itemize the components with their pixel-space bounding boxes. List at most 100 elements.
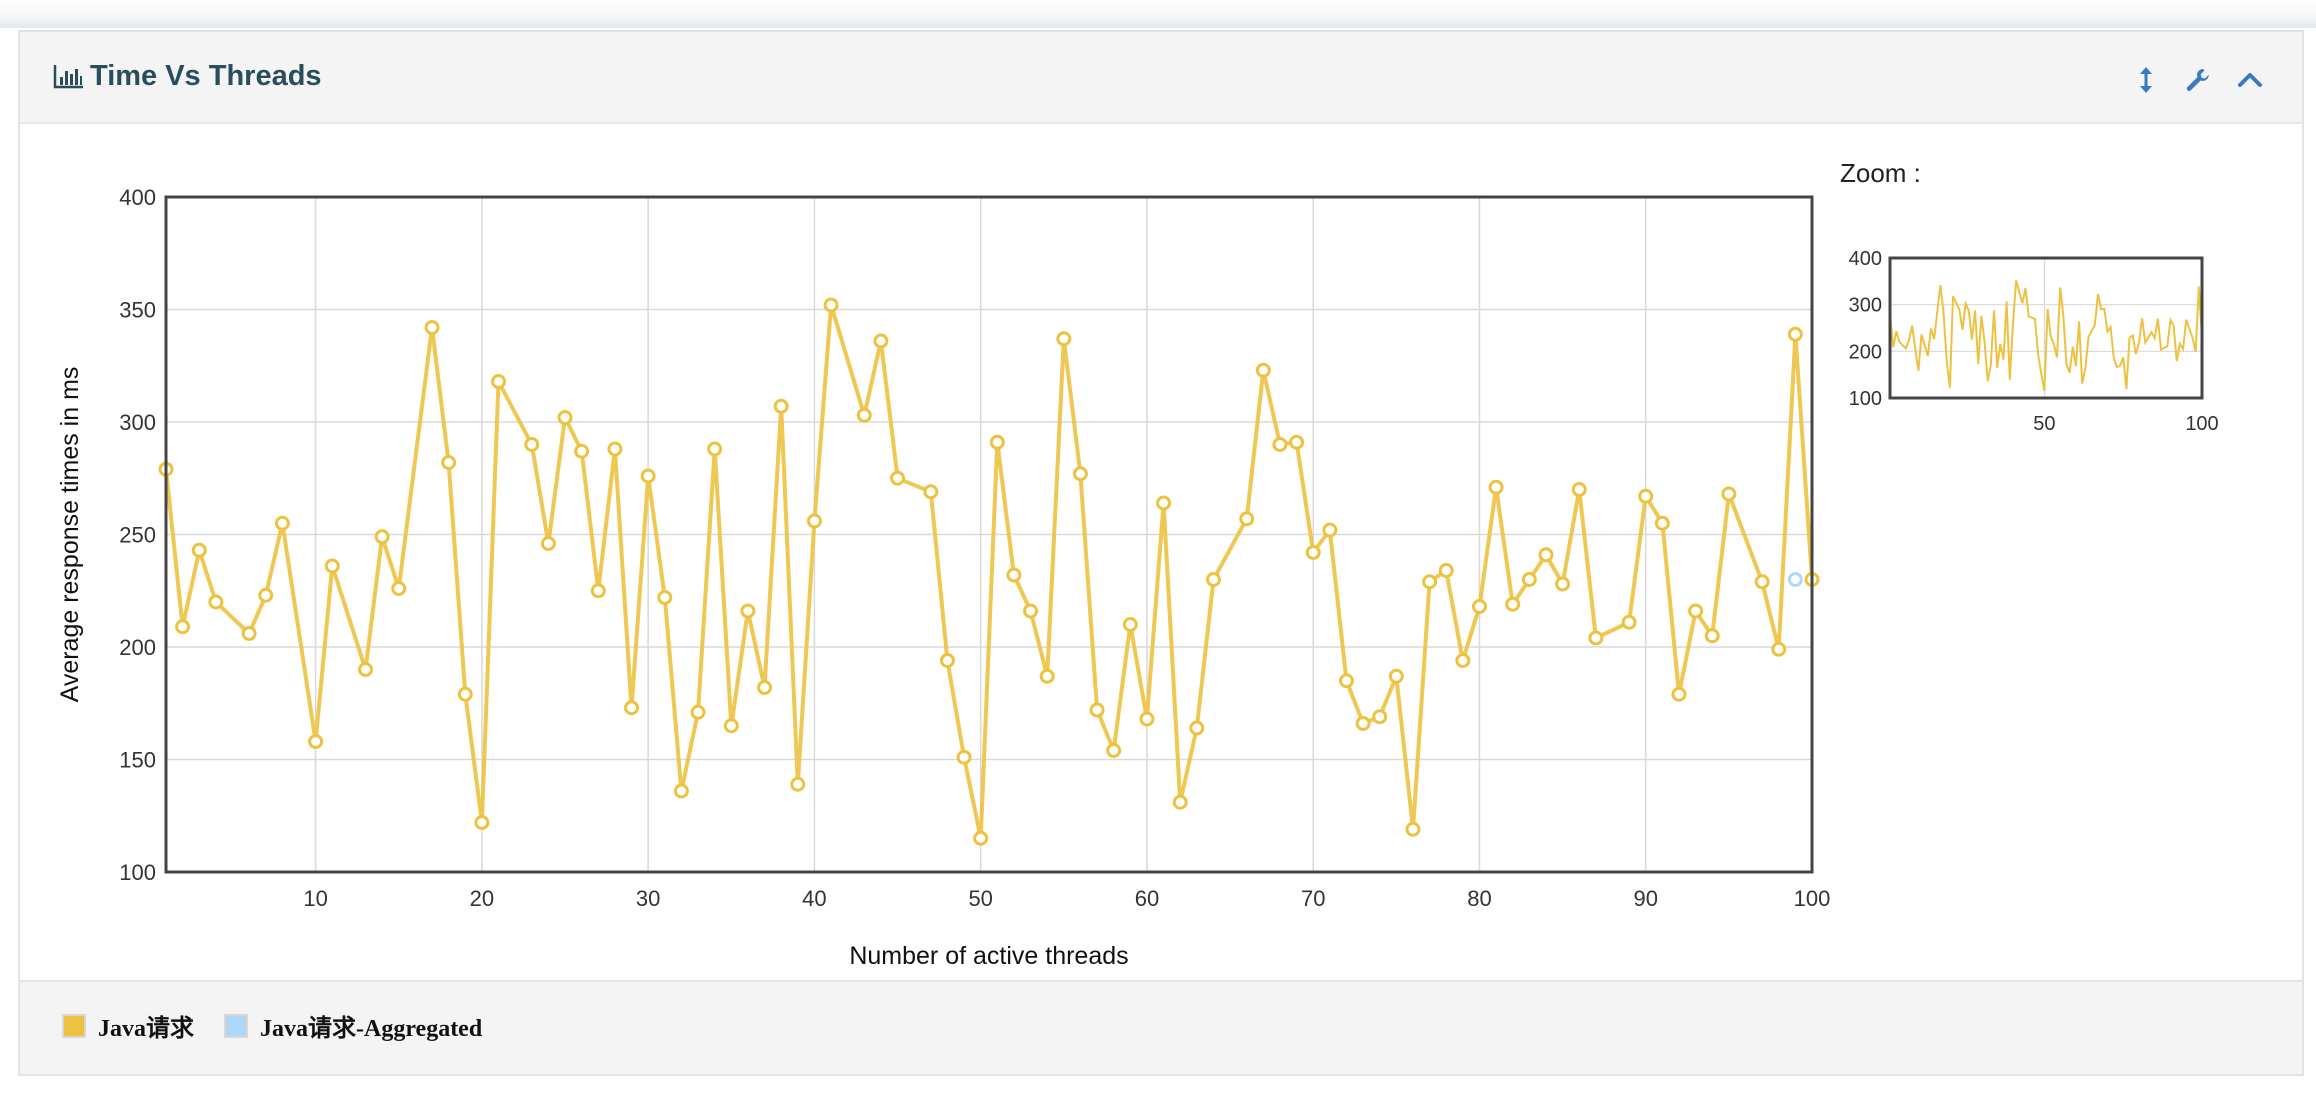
zoom-series-line (1889, 280, 2203, 392)
plot-frame (164, 195, 1814, 874)
data-point (1754, 574, 1770, 590)
data-point (208, 594, 224, 610)
data-point (856, 407, 872, 423)
collapse-button[interactable] (2232, 62, 2268, 98)
data-point (274, 515, 290, 531)
data-point (989, 434, 1005, 450)
time-vs-threads-chart[interactable]: 10 20 30 40 50 60 70 80 90 100 100 150 200 250 300 350 4… (20, 124, 2302, 1014)
x-tick-label: 90 (1633, 886, 1657, 911)
data-point (557, 410, 573, 425)
panel-title: Time Vs Threads (90, 59, 322, 92)
data-point (1239, 511, 1255, 527)
data-point (175, 619, 191, 635)
data-point (640, 468, 656, 484)
panel-footer: Java请求 Java请求-Aggregated (20, 980, 2302, 1074)
data-point (1471, 599, 1487, 614)
zoom-label: Zoom : (1840, 158, 1921, 188)
data-point (890, 470, 906, 486)
data-point (1338, 673, 1354, 689)
chevron-up-icon (2238, 73, 2262, 87)
x-tick-label: 80 (1467, 886, 1491, 911)
data-point (524, 437, 540, 452)
data-point (308, 734, 324, 749)
data-point (806, 513, 822, 529)
wrench-icon (2186, 69, 2209, 91)
data-point (1621, 614, 1637, 630)
legend-swatch (224, 1013, 248, 1038)
data-point (391, 581, 407, 596)
y-axis-label: Average response times in ms (56, 367, 84, 703)
data-point (457, 686, 473, 702)
data-point (1671, 686, 1687, 702)
data-point (823, 297, 839, 313)
data-point (424, 320, 440, 335)
data-point (1571, 482, 1587, 497)
y-tick-label: 350 (119, 298, 156, 323)
data-point (491, 374, 507, 389)
legend-item-java-request[interactable]: Java请求 (62, 1008, 194, 1043)
series-java-request (158, 297, 1820, 846)
data-point (441, 455, 457, 470)
data-point (1654, 515, 1670, 531)
data-point (324, 558, 340, 574)
data-point (1372, 709, 1388, 725)
data-point (1172, 794, 1188, 810)
data-point (1704, 628, 1720, 644)
data-point (1721, 486, 1737, 502)
data-point (773, 398, 789, 414)
y-tick-label: 100 (119, 860, 156, 885)
data-point (1521, 572, 1537, 587)
data-point (1488, 479, 1504, 495)
y-tick-label: 150 (119, 748, 156, 773)
data-point (1023, 603, 1039, 619)
data-point (1072, 466, 1088, 482)
y-tick-label: 400 (119, 185, 156, 210)
x-tick-label: 30 (636, 886, 660, 911)
chart-panel: Time Vs Threads 10 20 30 40 50 60 70 80 90 100 100… (18, 30, 2304, 1076)
data-point (1455, 653, 1471, 668)
data-point (574, 443, 590, 459)
data-point (1006, 567, 1022, 583)
data-point (873, 333, 889, 349)
settings-button[interactable] (2180, 62, 2216, 98)
data-point (1156, 495, 1172, 511)
data-point (1405, 821, 1421, 837)
zoom-y-tick-label: 200 (1849, 341, 1882, 363)
bar-chart-icon (53, 65, 83, 89)
data-point (973, 830, 989, 846)
data-point (1771, 641, 1787, 657)
data-point (1205, 572, 1221, 587)
series-java-request-aggregated (1787, 572, 1803, 587)
zoom-frame (1888, 256, 2204, 400)
data-point (939, 653, 955, 668)
data-point (1255, 362, 1271, 378)
zoom-x-tick-label: 50 (2033, 413, 2055, 435)
x-tick-label: 60 (1135, 886, 1159, 911)
data-point (1139, 711, 1155, 727)
data-point (1588, 630, 1604, 646)
data-point (657, 590, 673, 605)
panel-header: Time Vs Threads (20, 32, 2302, 124)
zoom-y-tick-label: 100 (1849, 388, 1882, 410)
legend-item-java-request-aggregated[interactable]: Java请求-Aggregated (224, 1008, 482, 1043)
data-point (1122, 617, 1138, 632)
data-point (1787, 326, 1803, 342)
data-point (1039, 668, 1055, 684)
data-point (723, 718, 739, 734)
legend-label: Java请求 (98, 1016, 194, 1042)
data-point (1089, 702, 1105, 718)
data-point (1388, 668, 1404, 684)
x-tick-label: 70 (1301, 886, 1325, 911)
resize-button[interactable] (2128, 62, 2164, 98)
x-tick-label: 10 (303, 886, 327, 911)
data-point (1305, 545, 1321, 560)
data-point (191, 542, 207, 558)
data-point (624, 700, 640, 716)
data-point (1189, 720, 1205, 736)
x-tick-label: 50 (968, 886, 992, 911)
data-point (690, 704, 706, 720)
data-point (1688, 603, 1704, 619)
legend: Java请求 Java请求-Aggregated (62, 1008, 512, 1043)
data-point (1787, 572, 1803, 587)
data-point (241, 626, 257, 641)
